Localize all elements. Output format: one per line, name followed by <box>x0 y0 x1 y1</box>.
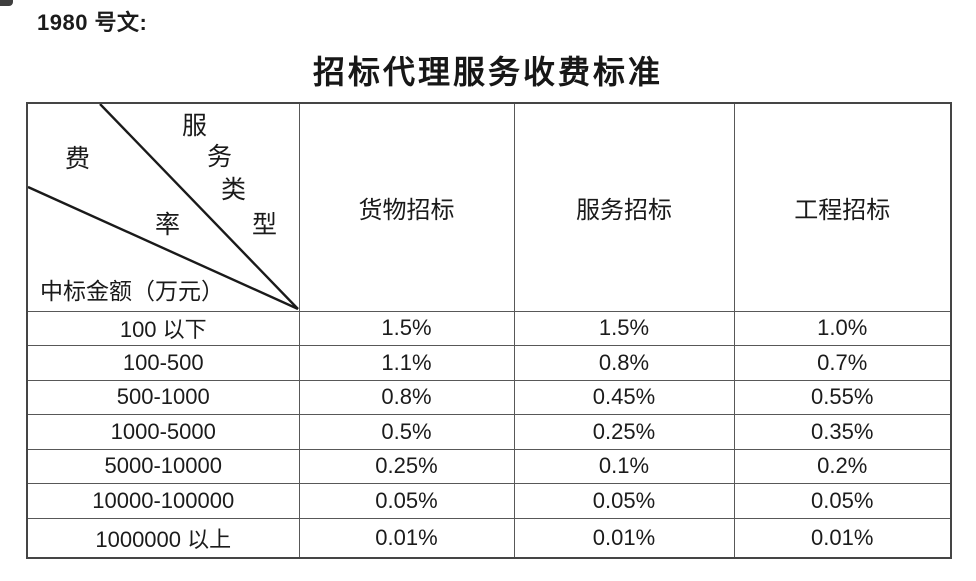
fee-value-cell: 0.25% <box>513 414 735 450</box>
table-header-row: 服 务 类 型 费 率 中标金额（万元） 货物招标 服务招标 工程招标 <box>26 102 952 312</box>
table-row: 100 以下 1.5% 1.5% 1.0% <box>26 310 952 346</box>
corner-service-type-char: 型 <box>252 210 278 239</box>
fee-value-cell: 0.05% <box>298 483 515 519</box>
diagonal-line-upper <box>99 104 298 310</box>
fee-value-cell: 0.35% <box>733 414 952 450</box>
corner-service-type-char: 类 <box>221 175 247 204</box>
fee-value-cell: 0.8% <box>513 345 735 381</box>
fee-value-cell: 0.8% <box>298 379 515 415</box>
fee-value-cell: 0.05% <box>513 483 735 519</box>
fee-value-cell: 0.2% <box>733 448 952 484</box>
fee-value-cell: 0.01% <box>513 517 735 559</box>
corner-amount-label: 中标金额（万元） <box>40 279 224 305</box>
row-label-amount-range: 1000-5000 <box>26 414 300 450</box>
table-corner-cell: 服 务 类 型 费 率 中标金额（万元） <box>26 102 300 312</box>
doc-number-label: 1980 号文: <box>37 10 148 35</box>
fee-value-cell: 0.01% <box>733 517 952 559</box>
fee-value-cell: 0.25% <box>298 448 515 484</box>
fee-value-cell: 0.45% <box>513 379 735 415</box>
diagonal-line-lower <box>28 185 298 310</box>
row-label-amount-range: 1000000 以上 <box>26 517 300 559</box>
corner-service-type-char: 服 <box>182 111 208 140</box>
diagonal-split-lines <box>28 104 298 310</box>
fee-value-cell: 1.0% <box>733 310 952 346</box>
corner-fee-rate-char: 率 <box>155 210 181 239</box>
corner-service-type-char: 务 <box>207 142 233 171</box>
corner-fee-rate-char: 费 <box>65 144 91 173</box>
column-header-goods-bidding: 货物招标 <box>298 102 515 312</box>
table-row: 1000000 以上 0.01% 0.01% 0.01% <box>26 517 952 559</box>
column-header-works-bidding: 工程招标 <box>733 102 952 312</box>
fee-value-cell: 0.7% <box>733 345 952 381</box>
row-label-amount-range: 100-500 <box>26 345 300 381</box>
fee-value-cell: 1.5% <box>298 310 515 346</box>
corner-artifact <box>0 0 13 6</box>
fee-value-cell: 0.05% <box>733 483 952 519</box>
table-row: 100-500 1.1% 0.8% 0.7% <box>26 345 952 381</box>
fee-value-cell: 0.55% <box>733 379 952 415</box>
row-label-amount-range: 5000-10000 <box>26 448 300 484</box>
row-label-amount-range: 500-1000 <box>26 379 300 415</box>
fee-value-cell: 0.01% <box>298 517 515 559</box>
column-header-service-bidding: 服务招标 <box>513 102 735 312</box>
fee-value-cell: 1.5% <box>513 310 735 346</box>
table-row: 10000-100000 0.05% 0.05% 0.05% <box>26 483 952 519</box>
page-title: 招标代理服务收费标准 <box>312 53 663 91</box>
row-label-amount-range: 10000-100000 <box>26 483 300 519</box>
fee-value-cell: 0.1% <box>513 448 735 484</box>
row-label-amount-range: 100 以下 <box>26 310 300 346</box>
table-row: 500-1000 0.8% 0.45% 0.55% <box>26 379 952 415</box>
fee-value-cell: 0.5% <box>298 414 515 450</box>
fee-standard-table: 服 务 类 型 费 率 中标金额（万元） 货物招标 服务招标 工程招标 100 … <box>26 102 952 559</box>
table-row: 1000-5000 0.5% 0.25% 0.35% <box>26 414 952 450</box>
fee-value-cell: 1.1% <box>298 345 515 381</box>
table-row: 5000-10000 0.25% 0.1% 0.2% <box>26 448 952 484</box>
